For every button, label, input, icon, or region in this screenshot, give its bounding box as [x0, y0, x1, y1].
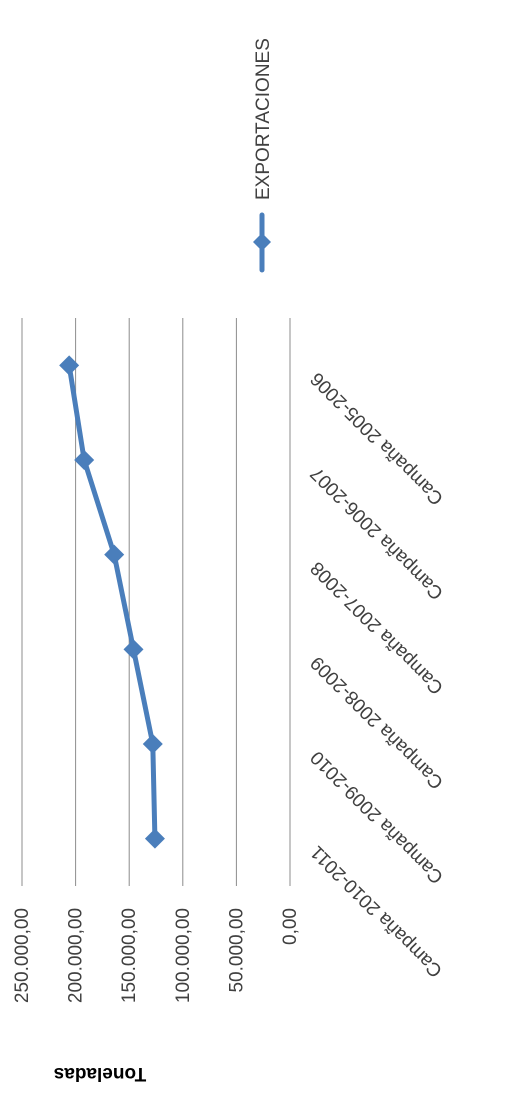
- y-tick-label: 200.000,00: [66, 908, 87, 1003]
- y-tick-label: 0,00: [280, 908, 301, 945]
- y-tick-label: 50.000,00: [226, 908, 247, 993]
- y-axis-title-group: Toneladas: [54, 1063, 147, 1084]
- legend-diamond-marker: [253, 233, 271, 251]
- y-axis-ticks: 0,00 50.000,00 100.000,00 150.000,00 200.000…: [12, 908, 301, 1003]
- legend: EXPORTACIONES: [253, 38, 274, 273]
- series-line: [66, 362, 158, 842]
- y-tick-label: 150.000,00: [119, 908, 140, 1003]
- data-point-marker: [144, 828, 165, 849]
- data-point-marker: [74, 450, 95, 470]
- legend-label: EXPORTACIONES: [253, 38, 274, 200]
- data-point-marker: [123, 639, 144, 660]
- series-exportaciones: [59, 355, 165, 849]
- data-point-marker: [104, 544, 125, 565]
- y-tick-label: 100.000,00: [173, 908, 194, 1003]
- data-point-marker: [59, 355, 80, 376]
- data-point-marker: [142, 734, 163, 754]
- y-axis-title: Toneladas: [54, 1063, 147, 1084]
- y-tick-label: 250.000,00: [12, 908, 33, 1003]
